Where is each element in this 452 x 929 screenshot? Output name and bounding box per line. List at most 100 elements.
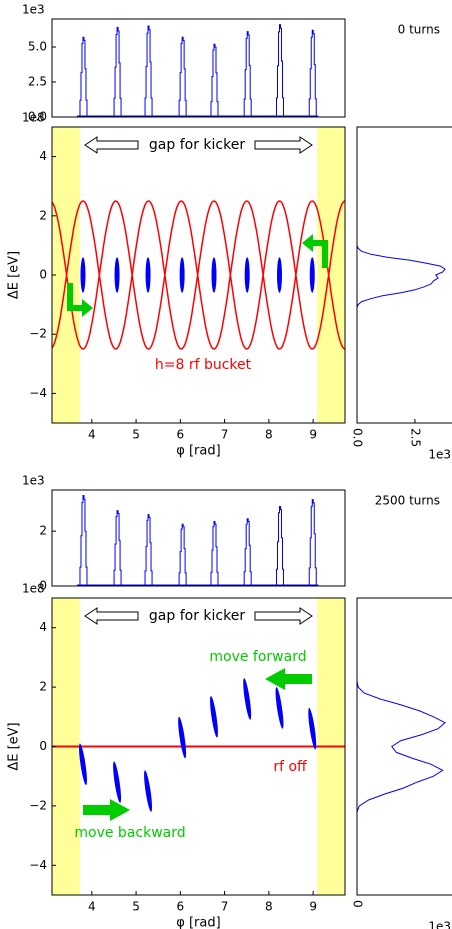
y-axis-label: ΔE [eV] — [7, 251, 22, 299]
bunch — [79, 743, 87, 786]
y-multiplier: 1e8 — [22, 582, 45, 596]
histogram-peak — [78, 36, 88, 117]
y-tick-label: −4 — [29, 386, 47, 400]
panel-title: 0 turns — [398, 23, 440, 37]
chart-layer: 0.0 2.5 5.0 1e3 0 turns gap for kicker h=8 rf … — [7, 3, 452, 929]
y-tick-label: 0 — [39, 739, 47, 753]
bunch — [179, 257, 185, 293]
gap-label: gap for kicker — [149, 608, 245, 624]
histogram-peak — [178, 36, 188, 117]
move-arrow — [285, 674, 312, 684]
x-tick-label: 4 — [88, 900, 96, 914]
y-tick-label: 5.0 — [28, 40, 47, 54]
rf-label: rf off — [273, 759, 307, 775]
bunch — [308, 707, 317, 750]
y-tick-label: −4 — [29, 858, 47, 872]
rf-separatrix — [51, 200, 346, 350]
move-arrow — [313, 240, 328, 268]
histogram-peak — [178, 523, 188, 586]
histogram-peak — [209, 521, 219, 586]
x-tick-label: 4 — [88, 428, 96, 442]
kicker-gap — [317, 127, 345, 423]
y-tick-label: 0 — [39, 268, 47, 282]
x-tick-label: 7 — [221, 428, 229, 442]
move-arrow — [67, 283, 82, 311]
histogram-peak — [275, 505, 285, 586]
x-tick-label: 2.5 — [408, 428, 422, 447]
x-axis-label: φ [rad] — [176, 916, 220, 929]
histogram-peak — [243, 31, 253, 117]
histogram-peak — [243, 518, 253, 586]
x-tick-label: 6 — [177, 428, 185, 442]
y-multiplier: 1e3 — [22, 3, 45, 17]
bunch — [178, 716, 187, 759]
x-tick-label: 5 — [132, 428, 140, 442]
bunch — [275, 687, 284, 729]
bunch — [144, 770, 153, 812]
histogram-peak — [113, 510, 123, 586]
bunch — [210, 696, 218, 738]
x-tick-label: 6 — [177, 900, 185, 914]
gap-arrow — [254, 136, 313, 154]
histogram-peak — [308, 29, 318, 117]
bunch — [80, 257, 86, 293]
gap-arrow — [84, 607, 139, 625]
annotation: move forward — [209, 649, 306, 665]
bunch — [113, 761, 122, 803]
move-arrow-head — [265, 668, 285, 690]
histogram-peak — [78, 494, 88, 586]
bunch — [244, 257, 250, 293]
histogram-peak — [113, 26, 123, 117]
x-multiplier: 1e3 — [428, 920, 451, 929]
y-multiplier: 1e3 — [22, 474, 45, 488]
y-tick-label: 4 — [39, 149, 47, 163]
y-axis-label: ΔE [eV] — [7, 722, 22, 770]
axes-frame — [356, 597, 452, 896]
histogram-peak — [308, 499, 318, 586]
x-tick-label: 8 — [265, 900, 273, 914]
panel-title: 2500 turns — [375, 494, 440, 508]
rf-label: h=8 rf bucket — [155, 357, 252, 373]
y-tick-label: 2 — [39, 524, 47, 538]
histogram-peak — [144, 25, 154, 117]
y-tick-label: 2 — [39, 208, 47, 222]
y-tick-label: 2 — [39, 680, 47, 694]
histogram-peak — [275, 24, 285, 117]
x-tick-label: 5 — [132, 900, 140, 914]
annotation: move backward — [74, 825, 185, 841]
energy-profile — [356, 239, 446, 311]
bunch — [276, 257, 282, 293]
axes-frame — [51, 18, 346, 118]
energy-profile — [356, 681, 446, 812]
x-tick-label: 7 — [221, 900, 229, 914]
gap-arrow — [84, 136, 139, 154]
histogram-peak — [209, 43, 219, 117]
x-axis-label: φ [rad] — [176, 444, 220, 459]
axes-frame — [51, 489, 346, 587]
y-tick-label: 0 — [39, 579, 47, 593]
axes-frame — [356, 126, 452, 424]
x-tick-label: 9 — [309, 900, 317, 914]
bunch — [145, 257, 151, 293]
y-tick-label: 2.5 — [28, 75, 47, 89]
y-tick-label: 0.0 — [28, 110, 47, 124]
bunch — [243, 678, 252, 720]
move-arrow — [83, 805, 110, 815]
move-arrow-head — [302, 234, 313, 252]
x-tick-label: 0 — [351, 900, 365, 908]
y-tick-label: −2 — [29, 798, 47, 812]
bunch — [114, 257, 120, 293]
gap-arrow — [254, 607, 313, 625]
gap-label: gap for kicker — [149, 137, 245, 153]
move-arrow-head — [82, 299, 93, 317]
bunch — [309, 257, 315, 293]
x-tick-label: 8 — [265, 428, 273, 442]
move-arrow-head — [110, 799, 130, 821]
y-tick-label: 4 — [39, 620, 47, 634]
histogram-peak — [144, 514, 154, 586]
y-tick-label: −2 — [29, 327, 47, 341]
x-tick-label: 0.0 — [351, 428, 365, 447]
y-multiplier: 1e8 — [22, 111, 45, 125]
arrows — [67, 136, 328, 821]
